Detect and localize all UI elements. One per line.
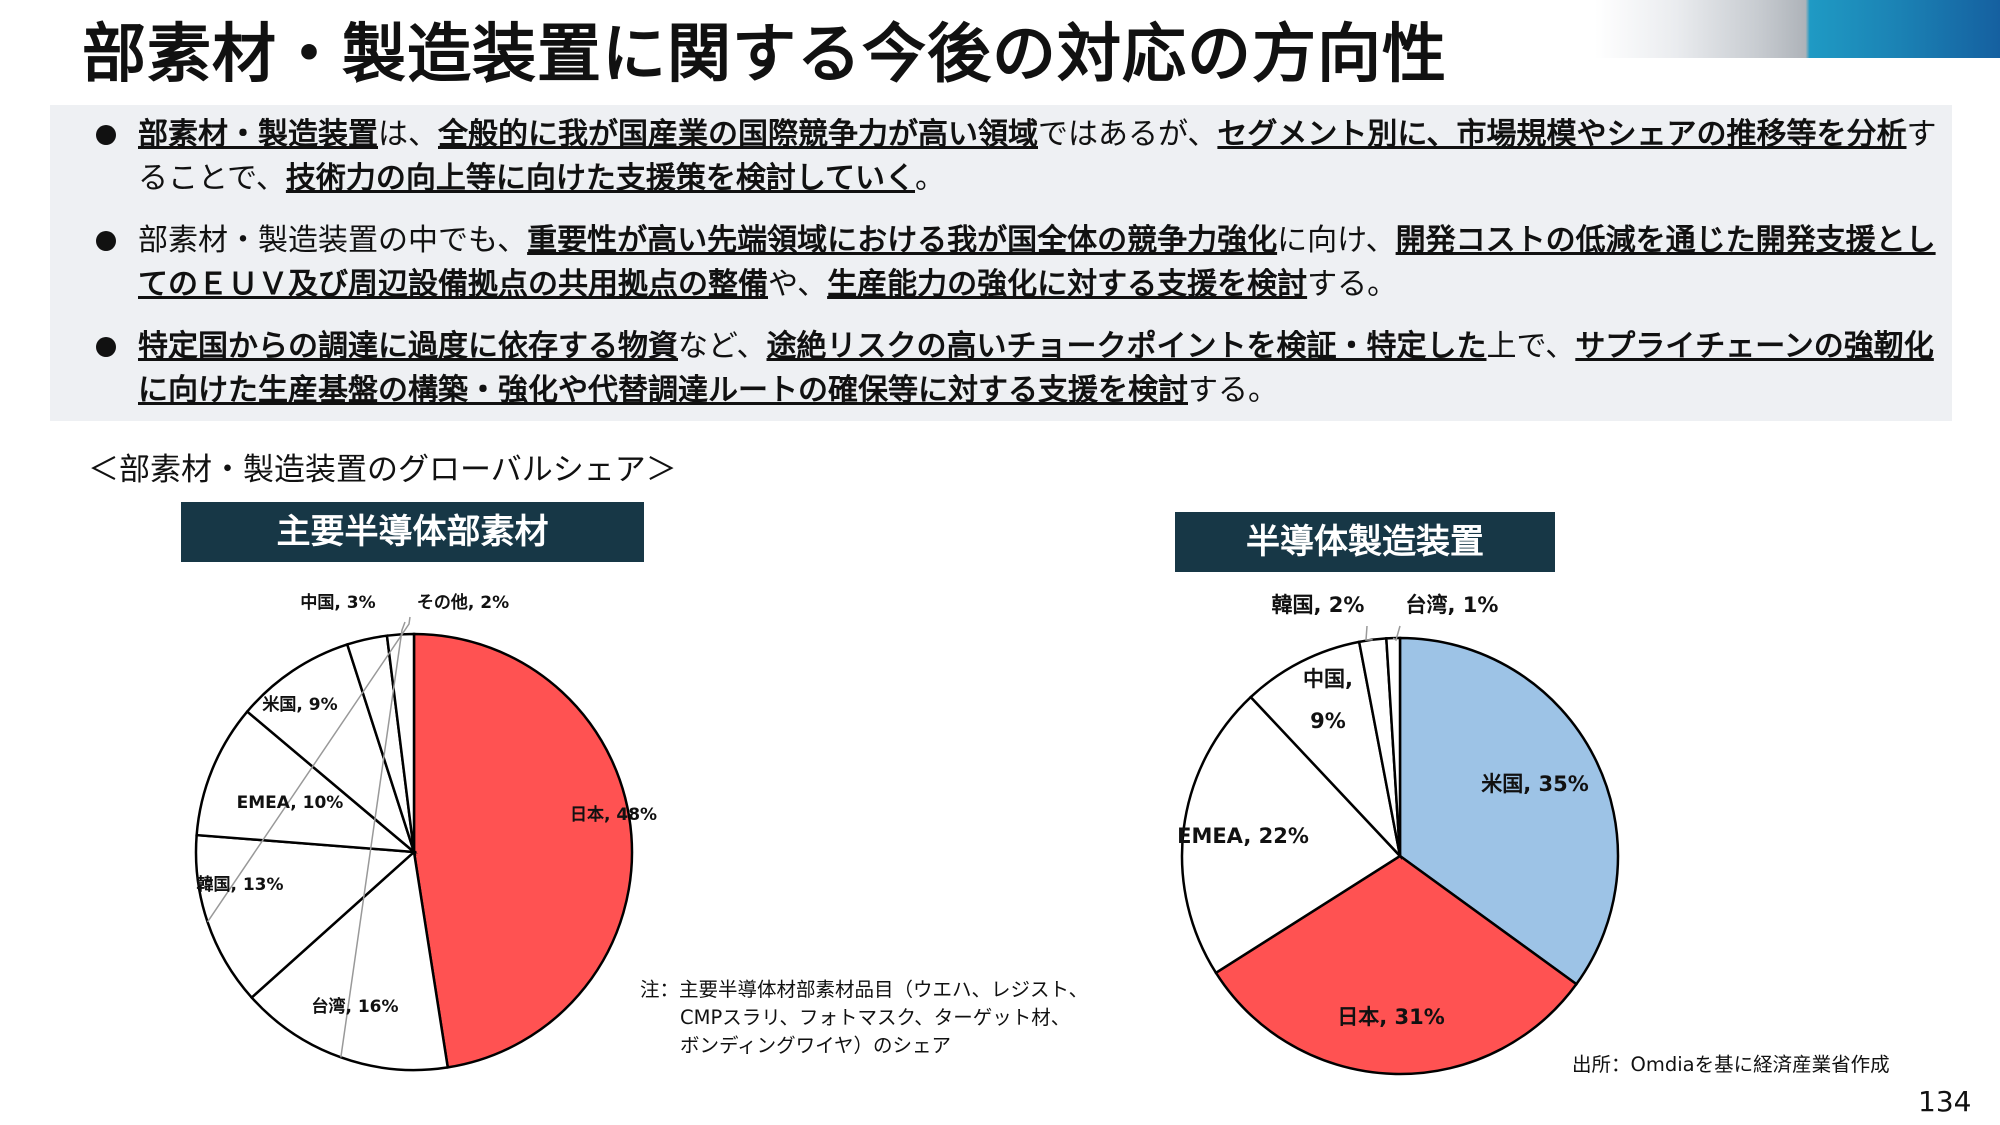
source-credit: 出所：Omdiaを基に経済産業省作成 xyxy=(1572,1053,1890,1076)
pie-label-台湾: 台湾, 16% xyxy=(311,996,398,1017)
pie-label-日本: 日本, 31% xyxy=(1337,1005,1445,1029)
bullet-text: 部素材・製造装置の中でも、重要性が高い先端領域における我が国全体の競争力強化に向… xyxy=(138,219,1948,307)
emphasis-text: サプライチェーンの強靭化に向けた生産基盤の構築・強化や代替調達ルートの確保等に対… xyxy=(138,329,1934,408)
note-line: 注：主要半導体材部素材品目（ウエハ、レジスト、 xyxy=(640,978,1089,1001)
bullet-segment: など、 xyxy=(678,329,767,364)
pie-label-中国: 中国, 9% xyxy=(1303,667,1353,733)
bullet-text: 特定国からの調達に過度に依存する物資など、途絶リスクの高いチョークポイントを検証… xyxy=(138,325,1948,413)
bullet-segment: に向け、 xyxy=(1277,223,1396,258)
emphasis-text: 特定国からの調達に過度に依存する物資 xyxy=(138,329,678,364)
emphasis-text: 生産能力の強化に対する支援を検討 xyxy=(827,267,1308,302)
leader-line xyxy=(206,616,411,923)
pie-slice-日本 xyxy=(1214,854,1579,1076)
pie-label-日本: 日本, 48% xyxy=(570,804,657,825)
bullet-item: 特定国からの調達に過度に依存する物資など、途絶リスクの高いチョークポイントを検証… xyxy=(78,325,1948,413)
header-decoration-bar xyxy=(1595,0,2000,58)
bullet-item: 部素材・製造装置は、全般的に我が国産業の国際競争力が高い領域ではあるが、セグメン… xyxy=(78,113,1948,201)
emphasis-text: 全般的に我が国産業の国際競争力が高い領域 xyxy=(438,117,1038,152)
page-title: 部素材・製造装置に関する今後の対応の方向性 xyxy=(82,18,1447,92)
pie-slice-台湾 xyxy=(249,849,450,1072)
pie-slice-中国 xyxy=(1249,640,1403,860)
pie-slice-日本 xyxy=(412,632,634,1069)
bullet-segment: 部素材・製造装置の中でも、 xyxy=(138,223,528,258)
bullet-dot-icon xyxy=(96,337,116,357)
leader-line xyxy=(340,621,406,1058)
bullet-segment: や、 xyxy=(768,267,828,302)
chart-title-materials: 主要半導体部素材 xyxy=(181,502,644,562)
pie-label-台湾: 台湾, 1% xyxy=(1406,593,1499,617)
pie-label-韓国: 韓国, 2% xyxy=(1272,593,1365,617)
bullet-segment: は、 xyxy=(378,117,438,152)
note-line: ボンディングワイヤ）のシェア xyxy=(680,1034,952,1057)
emphasis-text: 途絶リスクの高いチョークポイントを検証・特定した xyxy=(766,329,1487,364)
emphasis-text: 開発コストの低減を通じた開発支援としてのＥＵＶ及び周辺設備拠点の共用拠点の整備 xyxy=(138,223,1936,302)
pie-slice-EMEA xyxy=(195,709,418,854)
page-number: 134 xyxy=(1918,1085,1972,1118)
bullet-panel: 部素材・製造装置は、全般的に我が国産業の国際競争力が高い領域ではあるが、セグメン… xyxy=(50,105,1952,421)
pie-label-EMEA: EMEA, 10% xyxy=(237,793,344,813)
emphasis-text: 技術力の向上等に向けた支援策を検討していく xyxy=(285,161,916,196)
emphasis-text: 重要性が高い先端領域における我が国全体の競争力強化 xyxy=(527,223,1278,258)
leader-line xyxy=(1392,625,1401,642)
pie-label-その他: その他, 2% xyxy=(417,592,509,613)
pie-label-米国: 米国, 35% xyxy=(1481,772,1589,796)
chart-note: 注：主要半導体材部素材品目（ウエハ、レジスト、 CMPスラリ、フォトマスク、ター… xyxy=(640,976,1088,1060)
bullet-dot-icon xyxy=(96,125,116,145)
bullet-item: 部素材・製造装置の中でも、重要性が高い先端領域における我が国全体の競争力強化に向… xyxy=(78,219,1948,307)
pie-label-EMEA: EMEA, 22% xyxy=(1177,824,1309,848)
pie-label-韓国: 韓国, 13% xyxy=(196,874,283,895)
emphasis-text: セグメント別に、市場規模やシェアの推移等を分析 xyxy=(1217,117,1907,152)
leader-line xyxy=(1365,625,1373,641)
pie-slice-EMEA xyxy=(1180,695,1402,975)
pie-slice-米国 xyxy=(245,642,417,856)
pie-label-米国: 米国, 9% xyxy=(262,694,337,715)
pie-slice-台湾 xyxy=(1384,636,1402,857)
bullet-segment: 上で、 xyxy=(1486,329,1576,364)
bullet-segment: することで、 xyxy=(138,117,1937,196)
bullet-segment: ではあるが、 xyxy=(1038,117,1218,152)
bullet-segment: 。 xyxy=(915,161,946,196)
bullet-dot-icon xyxy=(96,231,116,251)
bullet-segment: する。 xyxy=(1188,373,1278,408)
chart-section-subtitle: ＜部素材・製造装置のグローバルシェア＞ xyxy=(88,452,677,488)
bullet-segment: する。 xyxy=(1307,267,1398,302)
emphasis-text: 部素材・製造装置 xyxy=(138,117,378,152)
note-line: CMPスラリ、フォトマスク、ターゲット材、 xyxy=(680,1006,1071,1029)
chart-title-equipment: 半導体製造装置 xyxy=(1175,512,1555,572)
bullet-text: 部素材・製造装置は、全般的に我が国産業の国際競争力が高い領域ではあるが、セグメン… xyxy=(138,113,1948,201)
pie-slice-米国 xyxy=(1398,636,1620,986)
pie-label-中国: 中国, 3% xyxy=(300,592,375,613)
